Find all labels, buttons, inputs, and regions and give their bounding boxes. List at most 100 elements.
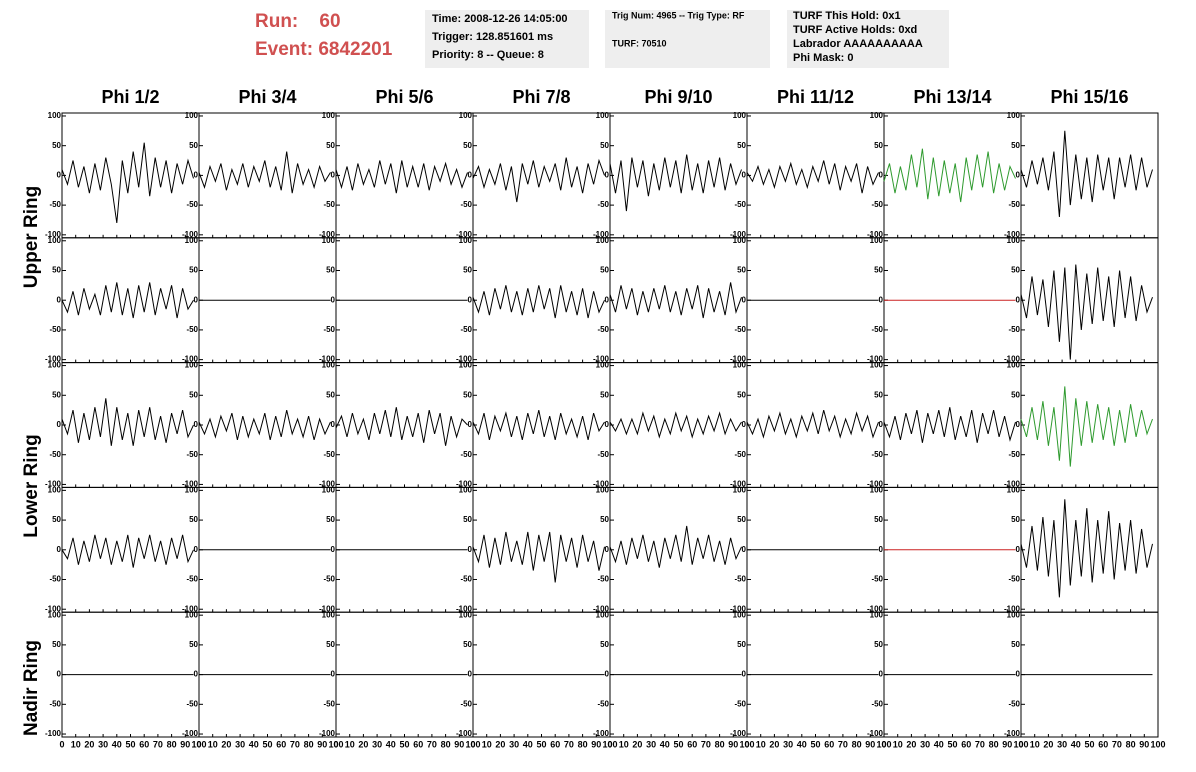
x-tick-label: 70	[701, 739, 711, 749]
y-tick-label: 100	[596, 485, 610, 494]
y-tick-label: 100	[870, 236, 884, 245]
y-tick-label: -100	[45, 355, 62, 364]
column-title: Phi 7/8	[512, 87, 570, 107]
y-tick-label: 0	[331, 545, 336, 554]
x-tick-label: 30	[235, 739, 245, 749]
y-tick-label: -50	[460, 450, 472, 459]
y-tick-label: 50	[189, 390, 198, 399]
y-tick-label: 50	[874, 640, 883, 649]
y-tick-label: 100	[1007, 236, 1021, 245]
x-tick-label: 50	[262, 739, 272, 749]
y-tick-label: -50	[1008, 699, 1020, 708]
y-tick-label: 100	[185, 236, 199, 245]
y-tick-label: 50	[463, 141, 472, 150]
waveform	[1020, 130, 1153, 218]
column-title: Phi 13/14	[913, 87, 991, 107]
y-tick-label: 0	[468, 670, 473, 679]
waveform	[335, 160, 468, 194]
waveform	[1020, 386, 1153, 467]
info-line: Labrador AAAAAAAAAA	[793, 38, 923, 50]
y-tick-label: -100	[730, 480, 747, 489]
y-tick-label: -50	[1008, 575, 1020, 584]
y-tick-label: -50	[734, 450, 746, 459]
y-tick-label: -100	[730, 729, 747, 738]
y-tick-label: 0	[879, 670, 884, 679]
y-tick-label: 0	[331, 420, 336, 429]
y-tick-label: 0	[879, 420, 884, 429]
y-tick-label: 100	[596, 610, 610, 619]
y-tick-label: -100	[45, 480, 62, 489]
x-tick-label: 60	[550, 739, 560, 749]
y-tick-label: -50	[734, 699, 746, 708]
y-tick-label: -50	[871, 450, 883, 459]
x-tick-label: 40	[797, 739, 807, 749]
y-tick-label: 50	[326, 390, 335, 399]
y-tick-label: 50	[189, 640, 198, 649]
info-line: TURF Active Holds: 0xd	[793, 24, 917, 36]
y-tick-label: 100	[185, 111, 199, 120]
y-tick-label: 100	[185, 361, 199, 370]
y-tick-label: -50	[323, 450, 335, 459]
column-title: Phi 3/4	[238, 87, 296, 107]
y-tick-label: 50	[1011, 266, 1020, 275]
y-tick-label: -50	[323, 325, 335, 334]
y-tick-label: -100	[456, 604, 473, 613]
y-tick-label: 100	[596, 361, 610, 370]
x-tick-label: 70	[290, 739, 300, 749]
y-tick-label: 100	[870, 111, 884, 120]
info-line: Priority: 8 -- Queue: 8	[432, 49, 544, 61]
x-tick-label: 30	[920, 739, 930, 749]
y-tick-label: 0	[331, 171, 336, 180]
column-title: Phi 11/12	[777, 87, 854, 107]
x-tick-label: 100	[191, 739, 206, 749]
info-line: TURF: 70510	[612, 38, 667, 48]
x-tick-label: 70	[564, 739, 574, 749]
y-tick-label: 0	[605, 171, 610, 180]
y-tick-label: -100	[593, 604, 610, 613]
y-tick-label: 0	[605, 545, 610, 554]
y-tick-label: 50	[600, 515, 609, 524]
x-tick-label: 20	[84, 739, 94, 749]
x-tick-label: 20	[632, 739, 642, 749]
y-tick-label: 50	[737, 266, 746, 275]
x-tick-label: 70	[427, 739, 437, 749]
x-tick-label: 50	[536, 739, 546, 749]
y-tick-label: -100	[1004, 355, 1021, 364]
x-tick-label: 0	[470, 739, 475, 749]
y-tick-label: -50	[1008, 450, 1020, 459]
x-tick-label: 50	[947, 739, 957, 749]
waveform	[61, 142, 194, 223]
row-group-label: Nadir Ring	[21, 640, 42, 736]
y-tick-label: -100	[182, 355, 199, 364]
y-tick-label: 0	[194, 420, 199, 429]
y-tick-label: 100	[459, 236, 473, 245]
info-box	[787, 10, 949, 68]
y-tick-label: 100	[185, 610, 199, 619]
y-tick-label: 50	[737, 515, 746, 524]
y-tick-label: -50	[186, 325, 198, 334]
y-tick-label: -50	[597, 200, 609, 209]
y-tick-label: -50	[597, 699, 609, 708]
y-tick-label: 0	[1016, 545, 1021, 554]
x-tick-label: 30	[372, 739, 382, 749]
y-tick-label: 100	[185, 485, 199, 494]
y-tick-label: 100	[459, 111, 473, 120]
y-tick-label: 50	[1011, 141, 1020, 150]
y-tick-label: 0	[194, 670, 199, 679]
y-tick-label: 50	[463, 640, 472, 649]
y-tick-label: -50	[186, 450, 198, 459]
x-tick-label: 90	[180, 739, 190, 749]
info-box	[425, 10, 589, 68]
y-tick-label: 100	[322, 236, 336, 245]
y-tick-label: 50	[1011, 515, 1020, 524]
y-tick-label: 50	[874, 266, 883, 275]
y-tick-label: 0	[468, 171, 473, 180]
y-tick-label: -50	[597, 575, 609, 584]
y-tick-label: 100	[733, 485, 747, 494]
y-tick-label: 50	[189, 141, 198, 150]
row-group-label: Upper Ring	[21, 186, 42, 288]
y-tick-label: -100	[593, 729, 610, 738]
y-tick-label: 0	[1016, 670, 1021, 679]
y-tick-label: -100	[1004, 604, 1021, 613]
y-tick-label: 100	[733, 236, 747, 245]
